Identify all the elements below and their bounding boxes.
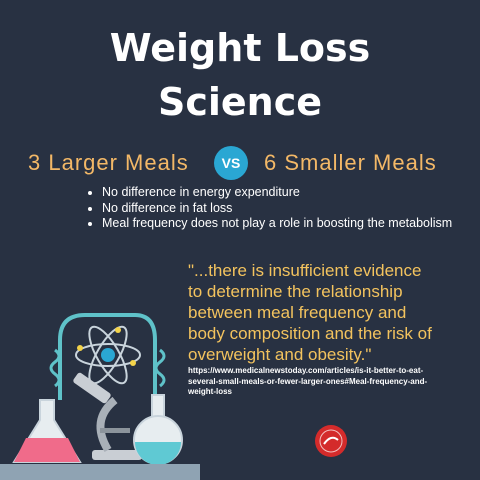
comparison-right: 6 Smaller Meals [264, 150, 437, 175]
source-line: weight-loss [188, 387, 233, 396]
lab-illustration [0, 313, 200, 480]
logo [315, 425, 347, 457]
source-line: https://www.medicalnewstoday.com/article… [188, 366, 424, 375]
title-line: Science [157, 80, 323, 124]
source-line: several-small-meals-or-fewer-larger-ones… [188, 376, 428, 386]
quote-line: to determine the relationship [188, 282, 403, 301]
wires [49, 313, 166, 400]
bullet: No difference in energy expenditure [102, 185, 452, 201]
microscope [73, 372, 142, 460]
bullet: Meal frequency does not play a role in b… [102, 216, 452, 232]
quote: "...there is insufficient evidence to de… [188, 260, 432, 365]
quote-line: "...there is insufficient evidence [188, 261, 422, 280]
flask-left [12, 399, 82, 463]
comparison-left: 3 Larger Meals [28, 150, 189, 175]
bullet-list: No difference in energy expenditure No d… [88, 185, 452, 232]
title-line: Weight Loss [109, 26, 371, 70]
quote-line: body composition and the risk of [188, 324, 432, 343]
atom [75, 325, 141, 385]
source: https://www.medicalnewstoday.com/article… [188, 366, 427, 398]
quote-line: between meal frequency and [188, 303, 407, 322]
vs-badge: VS [214, 146, 248, 180]
table [0, 464, 200, 480]
quote-line: overweight and obesity." [188, 345, 372, 364]
bullet: No difference in fat loss [102, 201, 452, 217]
flask-right [133, 394, 183, 465]
